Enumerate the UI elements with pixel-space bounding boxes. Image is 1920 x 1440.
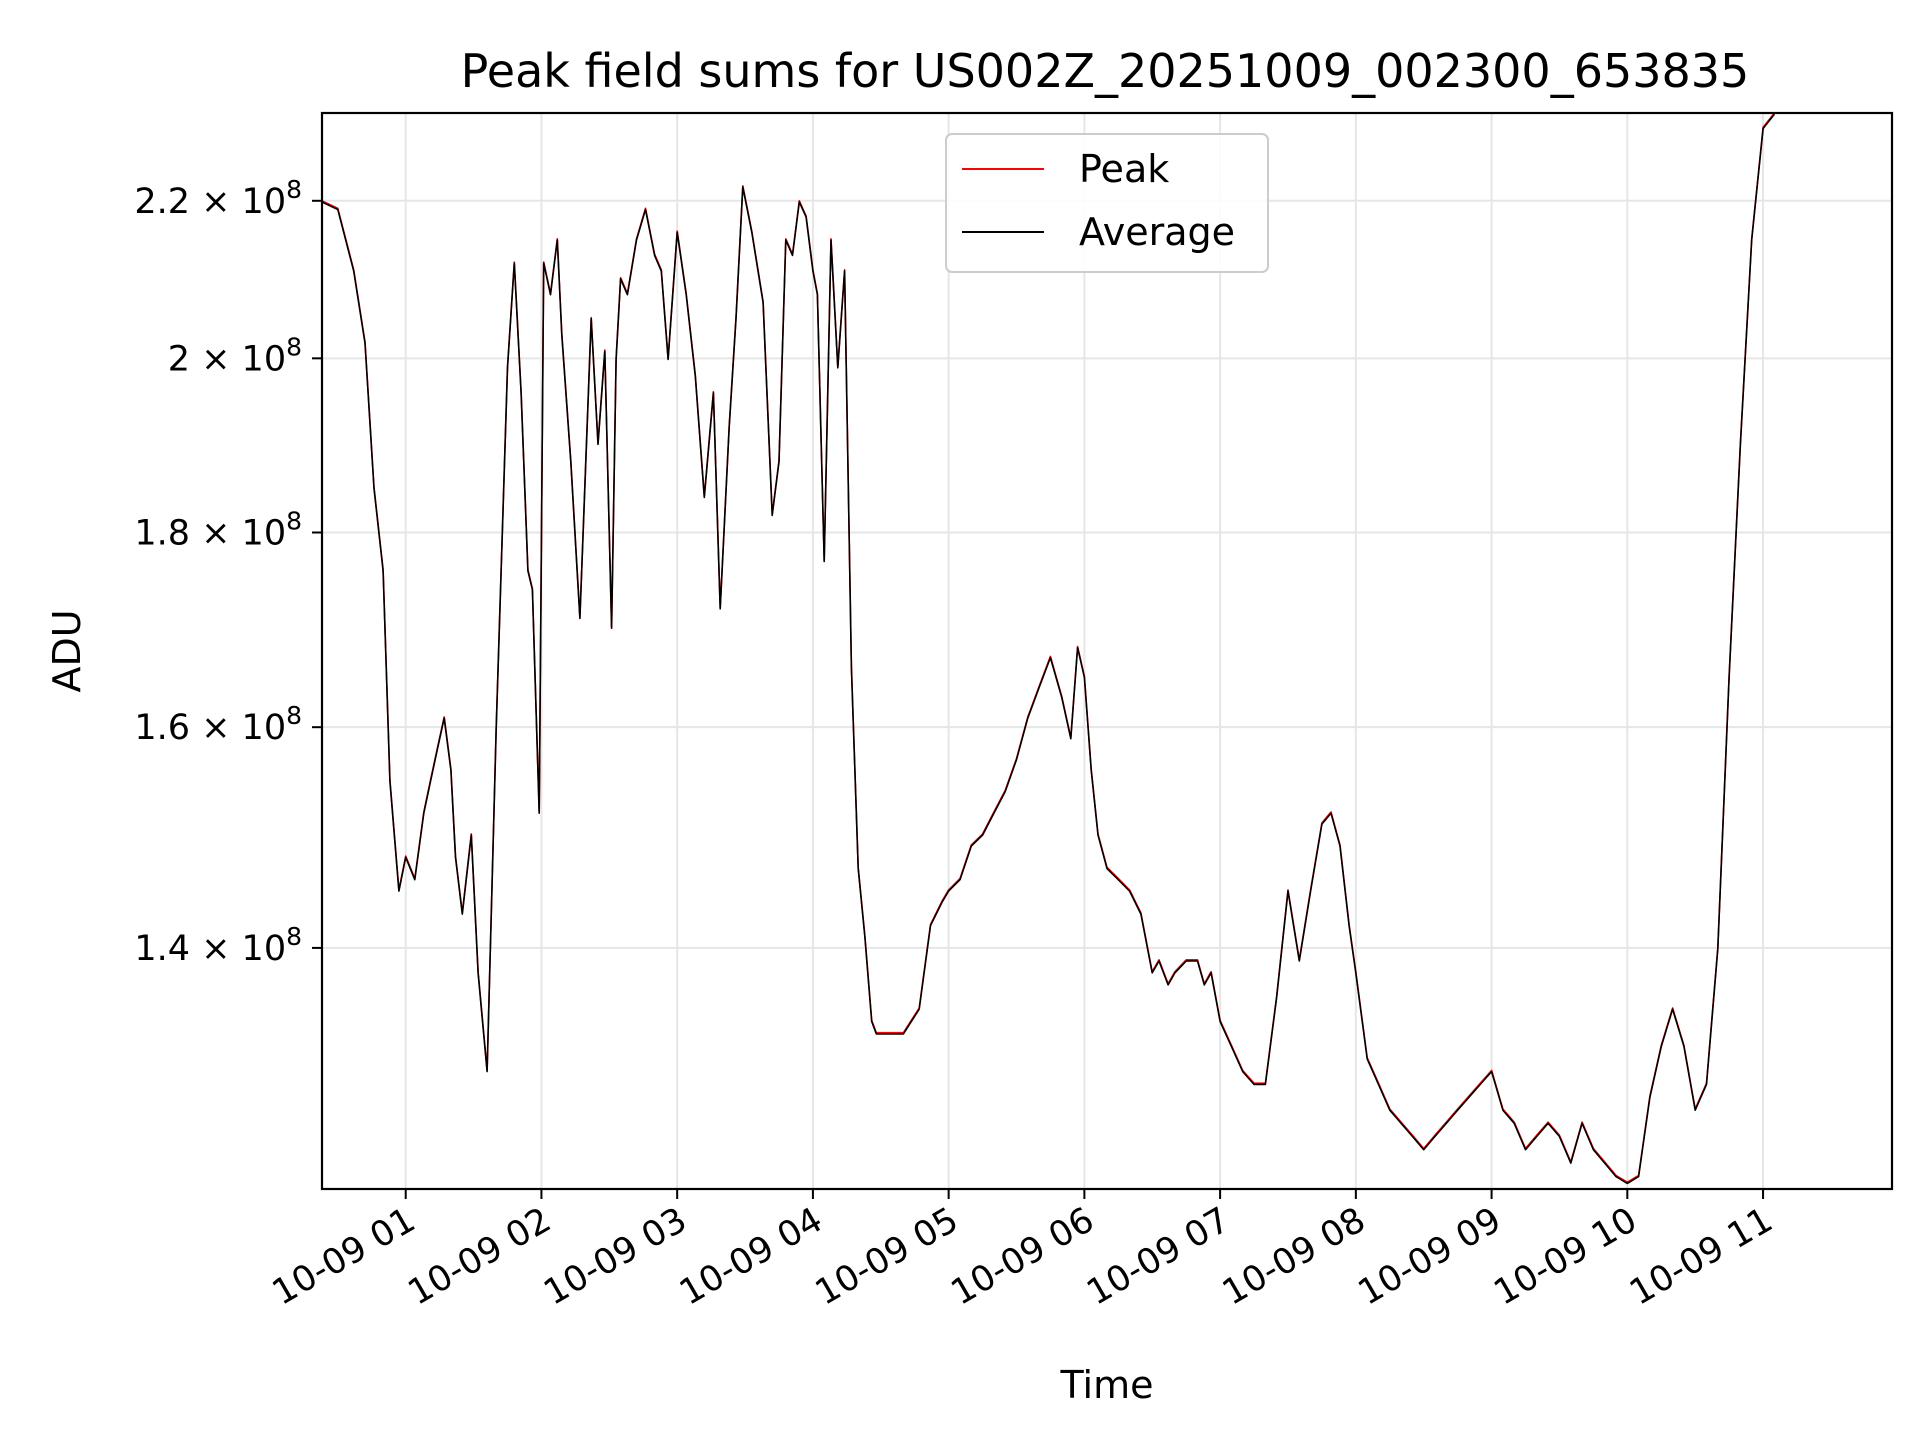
y-tick-label: 1.8 × 108 <box>134 506 302 553</box>
legend: Peak Average <box>945 133 1269 273</box>
chart-title: Peak field sums for US002Z_20251009_0023… <box>461 44 1750 98</box>
y-axis-ticks: 1.4 × 108 1.6 × 108 1.8 × 108 2 × 108 2.2 × … <box>134 175 322 969</box>
y-tick-label: 2 × 108 <box>168 332 302 379</box>
plot-area-frame <box>320 111 1894 1191</box>
series-layer <box>321 112 1776 1185</box>
y-axis-label: ADU <box>45 609 89 692</box>
y-tick-label: 1.4 × 108 <box>134 922 302 969</box>
x-axis-label: Time <box>1060 1363 1154 1407</box>
legend-peak-label: Peak <box>1079 147 1169 191</box>
y-tick-label: 2.2 × 108 <box>134 175 302 222</box>
legend-average-label: Average <box>1079 210 1235 254</box>
grid <box>322 113 1892 1189</box>
y-tick-label: 1.6 × 108 <box>134 701 302 748</box>
series-line-average <box>321 113 1776 1185</box>
